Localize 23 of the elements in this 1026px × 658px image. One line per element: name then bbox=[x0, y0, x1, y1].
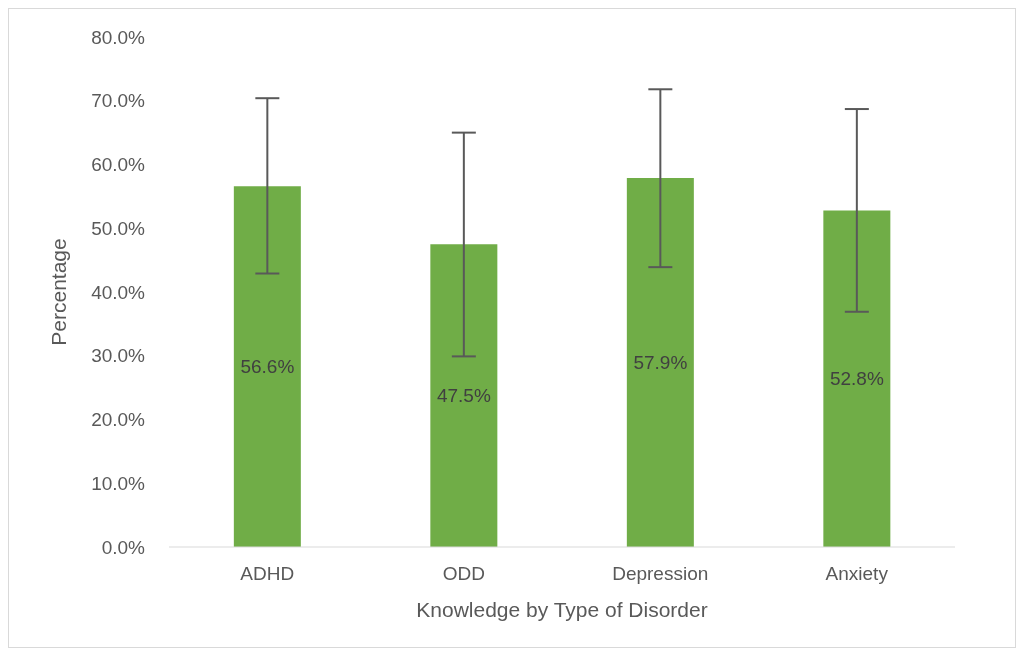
y-axis-title: Percentage bbox=[47, 238, 71, 346]
x-tick-label: Anxiety bbox=[825, 563, 889, 585]
y-tick-label: 50.0% bbox=[91, 217, 146, 239]
y-tick-label: 80.0% bbox=[91, 26, 146, 48]
bar bbox=[626, 177, 694, 547]
x-tick-label: ADHD bbox=[240, 563, 295, 585]
data-label: 56.6% bbox=[240, 356, 295, 378]
y-tick-label: 0.0% bbox=[101, 536, 146, 558]
y-tick-label: 30.0% bbox=[91, 345, 146, 367]
bar bbox=[430, 244, 498, 547]
data-label: 52.8% bbox=[829, 368, 884, 390]
x-tick-label: Depression bbox=[612, 563, 709, 585]
y-tick-label: 20.0% bbox=[91, 409, 146, 431]
y-tick-label: 60.0% bbox=[91, 154, 146, 176]
y-tick-label: 40.0% bbox=[91, 281, 146, 303]
x-tick-label: ODD bbox=[442, 563, 485, 585]
y-tick-label: 10.0% bbox=[91, 472, 146, 494]
bar bbox=[233, 186, 301, 547]
data-label: 47.5% bbox=[436, 385, 491, 407]
y-tick-label: 70.0% bbox=[91, 90, 146, 112]
x-axis-title: Knowledge by Type of Disorder bbox=[416, 598, 708, 621]
data-label: 57.9% bbox=[633, 352, 688, 374]
bar bbox=[823, 210, 891, 547]
